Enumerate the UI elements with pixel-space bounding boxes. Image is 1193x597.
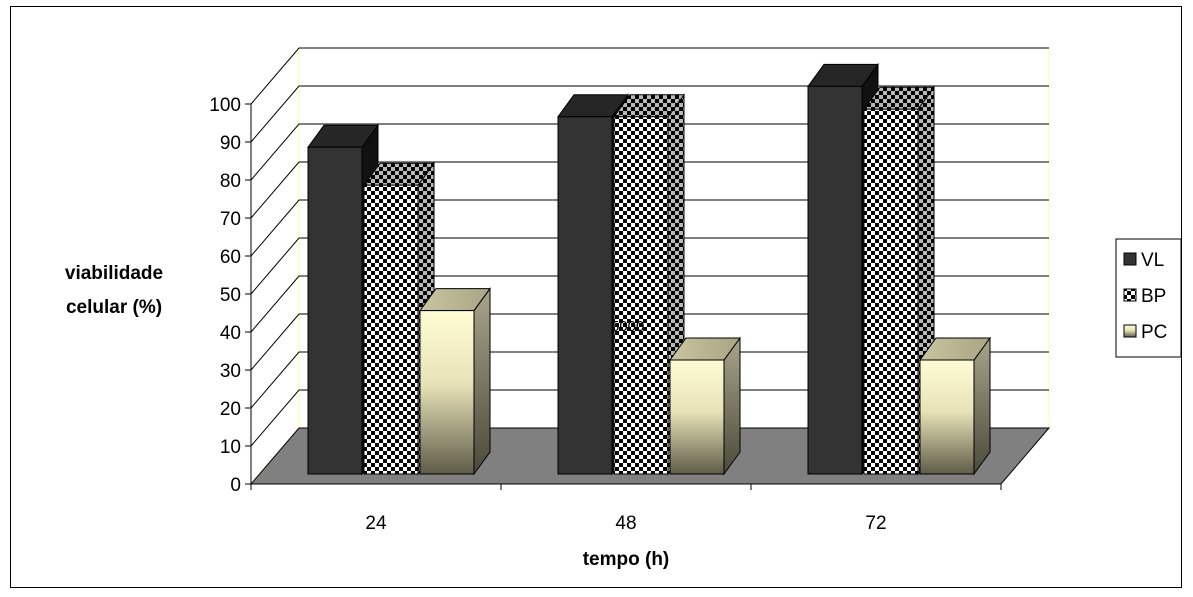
gridline — [250, 47, 1049, 105]
y-tick-label: 80 — [220, 171, 241, 192]
y-tick-label: 30 — [220, 361, 241, 382]
y-tick-label: 40 — [220, 323, 241, 344]
y-tick-label: 70 — [220, 209, 241, 230]
bar-side — [723, 336, 741, 476]
gridline — [250, 389, 1049, 447]
x-tick-label: 24 — [365, 513, 387, 534]
bar-side — [473, 287, 491, 476]
y-tick-label: 90 — [220, 133, 241, 154]
gridline — [250, 123, 1049, 181]
x-axis-title: tempo (h) — [583, 549, 670, 570]
x-tick-label: 72 — [865, 513, 886, 534]
legend-label: PC — [1141, 322, 1167, 343]
gridline — [250, 275, 1049, 333]
legend-label: BP — [1141, 286, 1166, 307]
chart-frame: 0 10 20 30 40 50 60 70 80 90 100 24 48 72 5000 viabilid… — [10, 6, 1182, 588]
y-tick-label: 20 — [220, 399, 241, 420]
bar — [807, 85, 863, 475]
y-tick-label: 100 — [209, 95, 241, 116]
bar-annotation: 5000 — [611, 318, 644, 335]
bar — [419, 310, 475, 475]
y-tick-label: 10 — [220, 437, 241, 458]
gridline — [250, 237, 1049, 295]
y-axis-title-line1: viabilidade — [65, 263, 163, 284]
chart-bars — [307, 62, 991, 476]
gridline — [250, 199, 1049, 257]
legend-swatch — [1123, 324, 1137, 338]
chart-labels: 0 10 20 30 40 50 60 70 80 90 100 24 48 72 5000 viabilid… — [65, 95, 887, 570]
legend-swatch — [1123, 252, 1137, 266]
y-axis-title-line2: celular (%) — [66, 297, 162, 318]
bar — [669, 359, 725, 475]
legend-label: VL — [1141, 250, 1164, 271]
y-tick-label: 50 — [220, 285, 241, 306]
y-tick-label: 60 — [220, 247, 241, 268]
bar — [919, 359, 975, 475]
bar — [613, 116, 669, 475]
bar — [307, 146, 363, 475]
gridline — [250, 313, 1049, 371]
chart-legend: VL BP PC — [1115, 238, 1182, 358]
gridline — [250, 85, 1049, 143]
bar — [863, 108, 919, 475]
gridline — [250, 161, 1049, 219]
legend-swatch — [1123, 288, 1137, 302]
bar-side — [973, 336, 991, 476]
bar — [557, 116, 613, 475]
chart-svg: 0 10 20 30 40 50 60 70 80 90 100 24 48 72 5000 viabilid… — [65, 46, 1182, 570]
bar — [363, 184, 419, 475]
gridline — [250, 351, 1049, 409]
x-tick-label: 48 — [615, 513, 636, 534]
y-tick-label: 0 — [230, 475, 241, 496]
